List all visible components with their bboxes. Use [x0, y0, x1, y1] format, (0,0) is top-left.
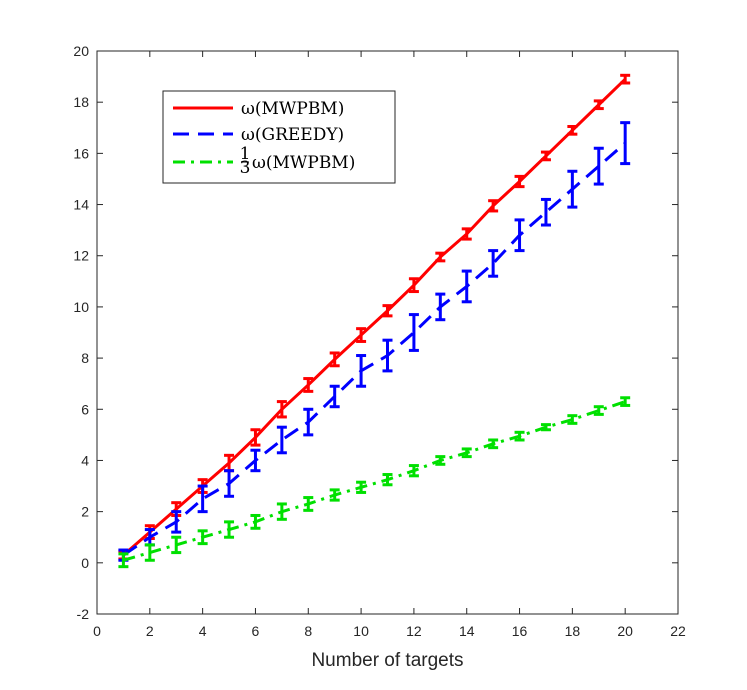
legend-fraction-numerator: 1: [240, 144, 251, 164]
error-bar: [356, 480, 367, 494]
error-bar: [540, 197, 551, 227]
legend: ω(MWPBM)ω(GREEDY)13 ω(MWPBM): [162, 90, 396, 184]
error-bar: [540, 150, 551, 162]
legend-box: [162, 90, 396, 184]
error-bar: [356, 354, 367, 388]
error-bar: [276, 400, 287, 419]
error-bar: [593, 405, 604, 416]
series-2: [118, 396, 631, 569]
error-bar: [620, 121, 631, 166]
series-1: [118, 121, 631, 562]
y-tick-label: 20: [73, 43, 89, 59]
error-bar: [408, 464, 419, 478]
x-tick-label: 4: [199, 623, 207, 639]
error-bar: [224, 520, 235, 539]
x-tick-label: 0: [93, 623, 101, 639]
error-bar: [171, 510, 182, 534]
error-bar: [356, 327, 367, 343]
y-tick-label: 18: [73, 94, 89, 110]
error-bar: [382, 473, 393, 487]
error-bar: [303, 377, 314, 393]
error-bar: [461, 269, 472, 304]
x-axis-title: Number of targets: [311, 650, 463, 671]
error-bar: [250, 448, 261, 473]
error-bar: [171, 535, 182, 555]
x-tick-label: 18: [565, 623, 581, 639]
error-bar: [435, 251, 446, 263]
error-bar: [514, 218, 525, 253]
x-tick-label: 22: [670, 623, 686, 639]
y-tick-label: 10: [73, 299, 89, 315]
y-tick-label: 12: [73, 248, 89, 264]
error-bar: [435, 292, 446, 322]
error-bar: [197, 484, 208, 514]
error-bar: [224, 469, 235, 498]
error-bar: [276, 502, 287, 521]
error-bar: [303, 496, 314, 512]
error-bar: [593, 146, 604, 186]
y-tick-label: 8: [81, 350, 89, 366]
error-bar: [540, 423, 551, 432]
error-bar: [514, 430, 525, 442]
y-tick-label: 2: [81, 504, 89, 520]
error-bar: [329, 488, 340, 502]
x-tick-label: 14: [459, 623, 475, 639]
x-tick-label: 10: [353, 623, 369, 639]
y-tick-label: 4: [81, 452, 89, 468]
legend-label-1: ω(GREEDY): [241, 125, 344, 145]
error-bar: [620, 73, 631, 85]
error-bar: [488, 199, 499, 213]
y-tick-label: 6: [81, 401, 89, 417]
error-bar: [382, 338, 393, 373]
error-bar: [250, 428, 261, 447]
error-bar: [488, 249, 499, 278]
plot-frame: [96, 50, 679, 615]
error-bar: [567, 414, 578, 425]
error-bar: [329, 351, 340, 368]
error-bar: [620, 396, 631, 407]
x-tick-label: 2: [146, 623, 154, 639]
error-bar: [567, 169, 578, 209]
x-tick-label: 16: [512, 623, 528, 639]
error-bar: [408, 277, 419, 294]
legend-fraction-denominator: 3: [240, 158, 251, 178]
error-bar: [329, 384, 340, 409]
error-bar: [567, 124, 578, 136]
x-tick-label: 20: [617, 623, 633, 639]
error-bar: [276, 425, 287, 455]
series-line: [122, 141, 627, 557]
x-tick-label: 12: [406, 623, 422, 639]
legend-label-2: ω(MWPBM): [252, 153, 355, 173]
error-bar: [461, 447, 472, 459]
error-bar: [382, 304, 393, 318]
error-bar: [408, 313, 419, 352]
error-bar: [303, 407, 314, 437]
error-bar: [250, 513, 261, 530]
y-tick-label: 0: [81, 555, 89, 571]
error-bar: [435, 455, 446, 466]
error-bar: [197, 529, 208, 546]
legend-label-0: ω(MWPBM): [241, 99, 344, 119]
error-bar: [514, 174, 525, 189]
y-tick-label: 14: [73, 197, 89, 213]
error-bar: [488, 438, 499, 450]
x-tick-label: 6: [252, 623, 260, 639]
y-tick-label: 16: [73, 145, 89, 161]
error-bar: [118, 552, 129, 569]
error-bar: [461, 227, 472, 241]
error-bar: [144, 543, 155, 562]
series-layer: [118, 73, 631, 569]
x-tick-label: 8: [304, 623, 312, 639]
error-bar: [593, 99, 604, 111]
y-tick-label: -2: [77, 606, 90, 622]
